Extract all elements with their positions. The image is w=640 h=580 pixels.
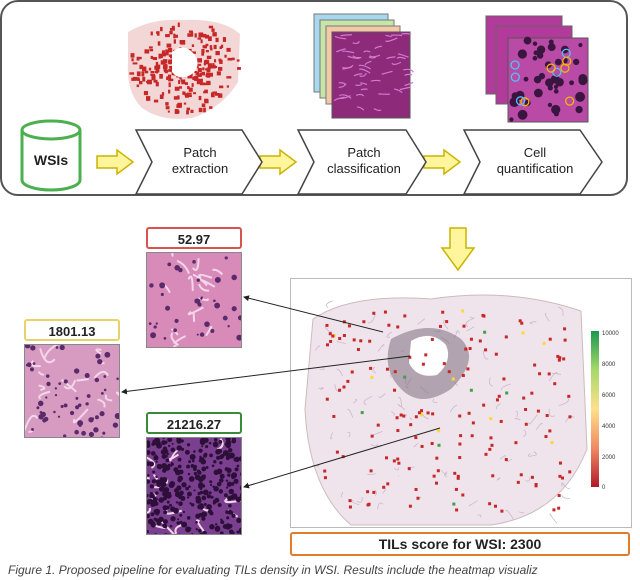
step-chevron-cell-quantification (462, 129, 603, 195)
step-label-patch-classification: Patch classification (327, 145, 401, 176)
wsi-cylinder-icon (20, 119, 82, 192)
patch-classification-thumbnail (313, 13, 414, 119)
figure-caption: Figure 1. Proposed pipeline for evaluati… (8, 563, 538, 577)
patch-extraction-thumbnail (122, 12, 244, 124)
step-chevron-patch-classification (296, 129, 427, 195)
arrow-down-icon (440, 227, 476, 272)
colorbar-tick: 10000 (602, 331, 619, 337)
colorbar-tick: 0 (602, 485, 606, 491)
wsi-heatmap-panel: 10000 8000 6000 4000 2000 0 (290, 278, 632, 528)
step-chevron-patch-extraction (134, 129, 263, 195)
wsi-heatmap: 10000 8000 6000 4000 2000 0 (304, 294, 619, 526)
step-label-cell-quantification: Cell quantification (496, 145, 574, 176)
colorbar-tick: 2000 (602, 455, 616, 461)
wsi-label: WSIs (33, 152, 69, 168)
arrow-right-icon (259, 148, 298, 176)
colorbar (591, 331, 599, 487)
arrow-right-icon (96, 148, 135, 176)
colorbar-tick: 8000 (602, 362, 616, 368)
patch-image-2 (24, 344, 120, 438)
patch-image-1 (146, 252, 242, 348)
wsi-score-box: TILs score for WSI: 2300 (290, 532, 630, 556)
arrow-right-icon (423, 148, 462, 176)
patch-image-3 (146, 437, 242, 535)
colorbar-tick: 6000 (602, 393, 616, 399)
patch-score-label: 1801.13 (24, 319, 120, 341)
step-label-patch-extraction: Patch extraction (171, 145, 229, 176)
patch-score-label: 52.97 (146, 227, 242, 249)
patch-score-label: 21216.27 (146, 412, 242, 434)
colorbar-tick: 4000 (602, 424, 616, 430)
cell-quantification-thumbnail (485, 15, 589, 123)
